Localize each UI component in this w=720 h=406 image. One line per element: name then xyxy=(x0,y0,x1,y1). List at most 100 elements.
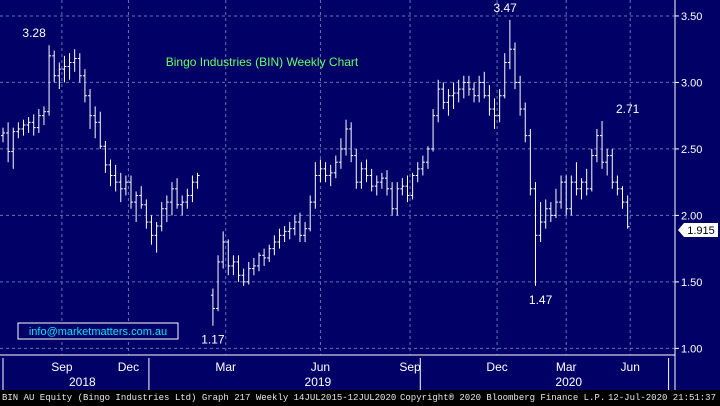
watermark-text: info@marketmatters.com.au xyxy=(29,326,167,338)
ohlc-bar xyxy=(456,79,461,103)
ohlc-bar xyxy=(190,175,195,203)
ohlc-bar xyxy=(139,186,144,209)
ohlc-bar xyxy=(195,172,200,189)
price-annotation: 1.17 xyxy=(201,333,225,347)
ohlc-bar xyxy=(236,255,241,282)
ohlc-bar xyxy=(216,255,221,312)
ohlc-bar xyxy=(118,172,123,203)
ohlc-bar xyxy=(354,148,359,189)
ohlc-bar xyxy=(523,102,528,143)
ohlc-bar xyxy=(16,122,21,139)
x-tick-label: Jun xyxy=(311,360,330,374)
ohlc-bar xyxy=(338,138,343,169)
ohlc-bar xyxy=(93,106,98,139)
ohlc-bar xyxy=(36,109,41,133)
ohlc-bar xyxy=(21,119,26,136)
ohlc-bar xyxy=(507,19,512,70)
price-annotation: 3.47 xyxy=(493,1,517,15)
ohlc-bar xyxy=(625,195,630,229)
ohlc-bar xyxy=(579,178,584,200)
ohlc-bar xyxy=(364,159,369,183)
ohlc-bar xyxy=(369,168,374,192)
price-annotation: 1.47 xyxy=(529,293,553,307)
ohlc-bar xyxy=(594,128,599,163)
x-tick-label: Sep xyxy=(399,360,421,374)
ohlc-bar xyxy=(461,75,466,99)
footer-bar: BIN AU Equity (Bingo Industries Ltd) Gra… xyxy=(0,390,720,406)
ohlc-bar xyxy=(262,248,267,266)
ohlc-bar xyxy=(431,109,436,152)
y-tick-label: 1.50 xyxy=(681,277,702,289)
ohlc-bar xyxy=(492,98,497,129)
ohlc-bar xyxy=(88,89,93,129)
ohlc-bar xyxy=(134,191,139,223)
ohlc-bar xyxy=(129,175,133,209)
ohlc-bar xyxy=(600,120,605,169)
ohlc-bar xyxy=(415,162,420,183)
ohlc-bar xyxy=(149,215,154,245)
ohlc-bar xyxy=(538,202,543,242)
ohlc-bar xyxy=(31,114,36,136)
ohlc-bar xyxy=(328,164,333,187)
ohlc-bar xyxy=(267,244,272,262)
price-annotation: 2.71 xyxy=(616,102,640,116)
ohlc-bar xyxy=(210,288,215,326)
ohlc-bar xyxy=(72,49,77,72)
x-tick-label: Mar xyxy=(215,360,236,374)
ohlc-bar xyxy=(287,222,292,240)
ohlc-bar xyxy=(180,195,185,216)
ohlc-bar xyxy=(344,119,349,156)
ohlc-bar xyxy=(559,175,564,209)
ohlc-bar xyxy=(513,42,517,90)
y-tick-label: 2.50 xyxy=(681,144,702,156)
last-price-tag: 1.915 xyxy=(678,223,718,237)
ohlc-bar xyxy=(159,202,164,232)
ohlc-bar xyxy=(379,172,384,189)
ohlc-bar xyxy=(574,162,579,196)
ohlc-bar xyxy=(313,162,318,209)
ohlc-bar xyxy=(502,53,507,99)
ohlc-bar xyxy=(620,186,625,209)
ohlc-bar xyxy=(144,199,149,229)
ohlc-bar xyxy=(282,226,287,242)
ohlc-bar xyxy=(241,268,246,286)
x-tick-label: Dec xyxy=(486,360,507,374)
ohlc-bar xyxy=(77,53,82,83)
ohlc-bar xyxy=(175,178,180,209)
y-tick-label: 2.00 xyxy=(681,210,702,222)
ohlc-bar xyxy=(277,228,282,249)
ohlc-bar xyxy=(584,168,589,196)
ohlc-bar xyxy=(108,159,113,187)
ohlc-bar xyxy=(605,148,610,176)
ohlc-bar xyxy=(297,212,302,242)
ohlc-bar xyxy=(410,172,415,200)
chart-title: Bingo Industries (BIN) Weekly Chart xyxy=(166,55,359,69)
ohlc-bar xyxy=(518,75,523,116)
footer-timestamp: 12-Jul-2020 21:51:37 xyxy=(607,393,716,403)
ohlc-bar xyxy=(1,127,5,143)
ohlc-bar xyxy=(436,79,441,123)
ohlc-bar xyxy=(154,222,159,253)
ohlc-bar xyxy=(333,155,338,179)
ohlc-bar xyxy=(385,170,389,196)
footer-security: BIN AU Equity (Bingo Industries Ltd) Gra… xyxy=(2,393,397,403)
ohlc-bar xyxy=(589,148,594,192)
ohlc-bar xyxy=(98,111,103,149)
ohlc-bar xyxy=(359,162,364,189)
x-tick-label: Jun xyxy=(621,360,640,374)
ohlc-bar xyxy=(272,235,277,256)
ohlc-bar xyxy=(123,175,128,196)
x-year-label: 2020 xyxy=(555,375,582,389)
ohlc-bar xyxy=(487,85,492,116)
ohlc-bar xyxy=(103,140,108,173)
ohlc-bar xyxy=(553,188,558,219)
ohlc-bar xyxy=(41,106,46,125)
ohlc-bar xyxy=(164,195,169,223)
ohlc-bar xyxy=(405,175,410,203)
ohlc-bar xyxy=(472,82,477,103)
y-tick-label: 3.00 xyxy=(681,77,702,89)
x-tick-label: Sep xyxy=(51,360,73,374)
ohlc-bar xyxy=(221,231,226,269)
ohlc-bar xyxy=(441,82,446,110)
